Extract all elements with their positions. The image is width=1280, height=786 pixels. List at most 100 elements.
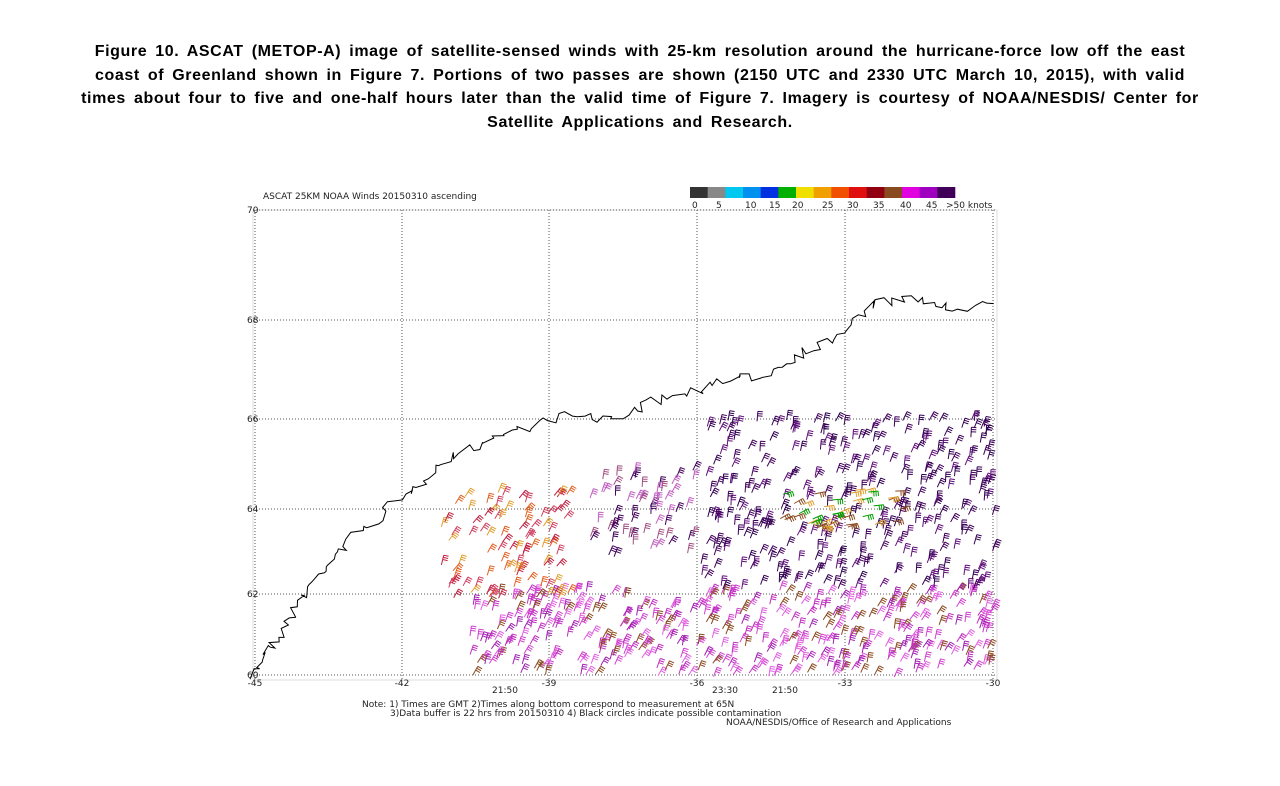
wind-barb bbox=[611, 517, 620, 528]
wind-barb bbox=[858, 428, 867, 440]
wind-barb bbox=[739, 632, 750, 643]
wind-barb bbox=[499, 508, 507, 520]
wind-barb bbox=[703, 603, 712, 615]
wind-barb bbox=[865, 487, 877, 494]
wind-barb bbox=[899, 496, 907, 507]
wind-barb bbox=[980, 419, 990, 429]
wind-barb bbox=[798, 508, 811, 516]
wind-barb bbox=[904, 423, 913, 434]
wind-barb bbox=[968, 578, 974, 589]
wind-barb bbox=[918, 502, 927, 513]
wind-barb bbox=[871, 444, 882, 455]
wind-barb bbox=[759, 440, 766, 452]
wind-barb bbox=[851, 625, 861, 636]
wind-barb bbox=[640, 627, 652, 637]
wind-barb bbox=[692, 469, 700, 480]
wind-barb bbox=[833, 660, 840, 672]
wind-barb bbox=[882, 445, 892, 456]
wind-barb bbox=[584, 596, 595, 606]
wind-barb bbox=[840, 589, 851, 599]
wind-barb bbox=[964, 455, 974, 466]
wind-barb bbox=[956, 632, 967, 643]
wind-barb bbox=[843, 514, 856, 521]
wind-barb bbox=[822, 525, 834, 532]
wind-barb bbox=[944, 641, 955, 651]
wind-barb bbox=[558, 485, 568, 496]
wind-barb bbox=[739, 501, 749, 511]
wind-barb bbox=[608, 631, 618, 642]
wind-barb bbox=[848, 586, 857, 597]
wind-barb bbox=[505, 622, 516, 632]
wind-barb bbox=[773, 666, 783, 677]
wind-barb bbox=[790, 665, 802, 675]
wind-barb bbox=[521, 653, 530, 665]
wind-barb bbox=[627, 491, 636, 502]
colorbar-segment bbox=[690, 187, 708, 198]
wind-barb bbox=[802, 633, 810, 644]
wind-barb bbox=[824, 484, 834, 495]
wind-barb bbox=[487, 630, 497, 640]
wind-barb bbox=[560, 582, 570, 593]
wind-barb bbox=[539, 608, 547, 619]
colorbar-segment bbox=[884, 187, 903, 198]
wind-barb bbox=[622, 606, 634, 616]
colorbar-segment bbox=[831, 187, 850, 198]
wind-barb bbox=[985, 597, 994, 608]
wind-barb bbox=[704, 568, 715, 579]
wind-barb bbox=[792, 663, 803, 673]
wind-barb bbox=[518, 489, 530, 499]
wind-barb bbox=[636, 605, 644, 616]
wind-barb bbox=[847, 593, 855, 604]
wind-barb bbox=[509, 540, 520, 550]
wind-barb bbox=[641, 476, 648, 487]
wind-barb bbox=[955, 434, 965, 445]
wind-barb bbox=[714, 508, 722, 520]
wind-barb bbox=[681, 653, 692, 664]
wind-barb bbox=[814, 562, 825, 572]
wind-barb bbox=[954, 465, 961, 477]
wind-barb bbox=[845, 486, 852, 497]
wind-barb bbox=[791, 629, 803, 639]
wind-barb bbox=[501, 525, 510, 536]
wind-barb bbox=[826, 655, 835, 667]
wind-barb bbox=[536, 661, 546, 671]
wind-barb bbox=[697, 660, 707, 671]
wind-barb bbox=[730, 661, 740, 672]
wind-barb bbox=[725, 624, 735, 635]
wind-barb bbox=[614, 654, 624, 665]
wind-barb bbox=[973, 534, 982, 545]
lon-label: -33 bbox=[838, 679, 853, 689]
wind-barb bbox=[921, 611, 932, 621]
wind-barb bbox=[840, 436, 849, 447]
wind-barb bbox=[881, 511, 889, 522]
wind-barb bbox=[498, 588, 508, 599]
wind-barb bbox=[671, 482, 682, 493]
wind-barb bbox=[611, 584, 622, 594]
wind-barb bbox=[531, 518, 543, 528]
wind-barb bbox=[557, 588, 568, 599]
wind-barb bbox=[809, 618, 819, 629]
wind-barb bbox=[597, 602, 608, 612]
wind-barb bbox=[971, 410, 981, 421]
wind-barb bbox=[762, 631, 770, 643]
wind-barb bbox=[816, 522, 829, 530]
wind-barb bbox=[719, 444, 729, 455]
wind-barb bbox=[744, 625, 753, 636]
wind-barb bbox=[731, 416, 738, 428]
wind-barb bbox=[784, 568, 792, 580]
wind-barb bbox=[798, 550, 806, 561]
wind-barb bbox=[816, 588, 824, 600]
wind-barb bbox=[779, 637, 790, 647]
wind-barb bbox=[926, 584, 936, 595]
wind-barb bbox=[965, 524, 975, 535]
wind-barb bbox=[929, 584, 938, 595]
wind-barb bbox=[487, 583, 499, 593]
wind-barb bbox=[577, 651, 588, 661]
wind-barb bbox=[806, 650, 817, 660]
wind-barb bbox=[835, 522, 844, 533]
wind-barb bbox=[814, 466, 822, 477]
wind-barb bbox=[807, 663, 817, 673]
wind-barb bbox=[502, 533, 513, 543]
wind-barb bbox=[597, 511, 604, 523]
wind-barb bbox=[839, 566, 848, 577]
